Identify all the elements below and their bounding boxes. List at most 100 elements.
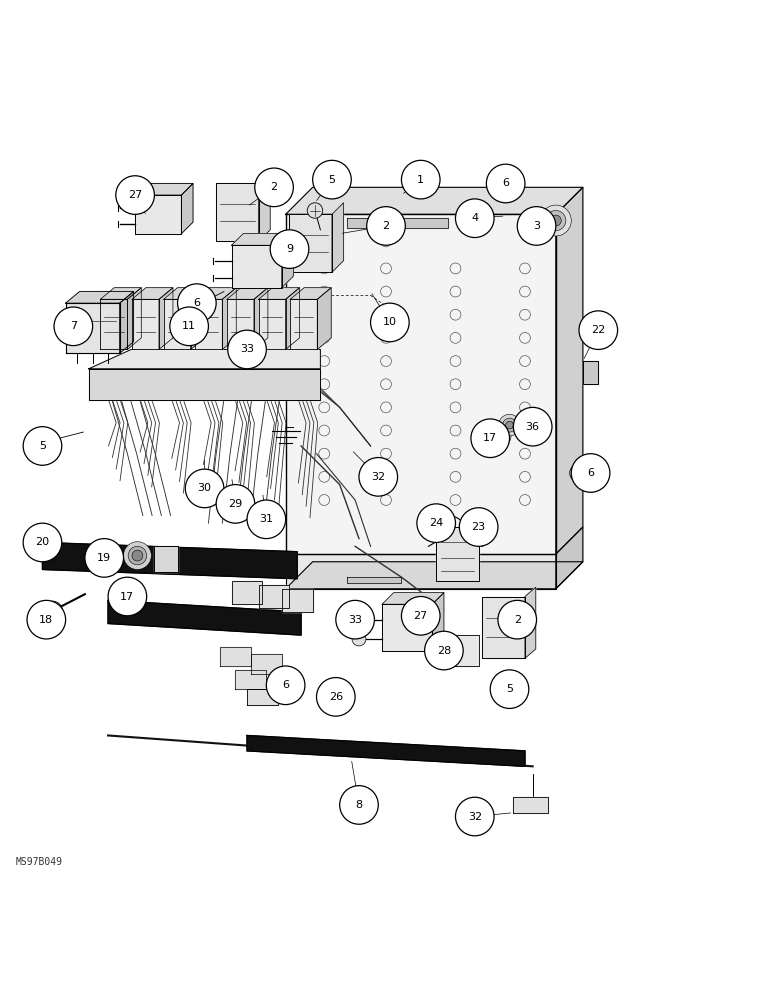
- Circle shape: [495, 681, 512, 698]
- Polygon shape: [195, 288, 236, 299]
- Circle shape: [367, 207, 405, 245]
- Text: 17: 17: [483, 433, 497, 443]
- Polygon shape: [232, 581, 262, 604]
- Polygon shape: [108, 600, 301, 635]
- Circle shape: [571, 454, 610, 492]
- Circle shape: [499, 414, 520, 436]
- Circle shape: [359, 458, 398, 496]
- Text: 36: 36: [526, 422, 540, 432]
- Polygon shape: [286, 187, 583, 214]
- Polygon shape: [42, 542, 297, 579]
- Circle shape: [490, 670, 529, 708]
- Circle shape: [42, 601, 63, 621]
- Polygon shape: [332, 203, 344, 272]
- Polygon shape: [247, 735, 525, 766]
- Polygon shape: [513, 797, 548, 813]
- Circle shape: [181, 298, 197, 313]
- Polygon shape: [100, 288, 141, 299]
- Polygon shape: [286, 554, 556, 589]
- Polygon shape: [432, 593, 444, 651]
- Polygon shape: [189, 315, 205, 333]
- Circle shape: [550, 215, 561, 226]
- Polygon shape: [100, 299, 127, 349]
- Polygon shape: [222, 288, 236, 349]
- Text: 28: 28: [437, 646, 451, 656]
- Circle shape: [27, 600, 66, 639]
- Circle shape: [513, 407, 552, 446]
- Polygon shape: [556, 187, 583, 554]
- Text: 32: 32: [468, 812, 482, 822]
- Text: 27: 27: [128, 190, 142, 200]
- Polygon shape: [525, 587, 536, 658]
- Polygon shape: [290, 288, 331, 299]
- Circle shape: [116, 176, 154, 214]
- Polygon shape: [382, 593, 444, 604]
- Polygon shape: [164, 299, 191, 349]
- Text: 5: 5: [328, 175, 336, 185]
- Circle shape: [266, 666, 305, 705]
- Text: 5: 5: [39, 441, 46, 451]
- Circle shape: [124, 542, 151, 569]
- Circle shape: [471, 419, 510, 458]
- Polygon shape: [220, 647, 251, 666]
- Circle shape: [336, 600, 374, 639]
- Polygon shape: [347, 218, 448, 228]
- Text: 6: 6: [193, 298, 201, 308]
- Polygon shape: [282, 234, 293, 288]
- Circle shape: [85, 539, 124, 577]
- Text: 4: 4: [471, 213, 479, 223]
- Text: 6: 6: [502, 178, 510, 188]
- Circle shape: [255, 168, 293, 207]
- Polygon shape: [259, 299, 286, 349]
- Polygon shape: [290, 214, 332, 272]
- Polygon shape: [120, 292, 134, 353]
- Circle shape: [185, 469, 224, 508]
- Polygon shape: [127, 288, 141, 349]
- Polygon shape: [259, 585, 290, 608]
- Polygon shape: [66, 303, 120, 353]
- Text: 17: 17: [120, 591, 134, 601]
- Polygon shape: [382, 604, 432, 651]
- Text: 27: 27: [414, 611, 428, 621]
- Polygon shape: [444, 635, 479, 666]
- Polygon shape: [227, 299, 254, 349]
- Circle shape: [540, 205, 571, 236]
- Circle shape: [317, 678, 355, 716]
- Circle shape: [108, 577, 147, 616]
- Circle shape: [340, 786, 378, 824]
- Text: 26: 26: [329, 692, 343, 702]
- Polygon shape: [181, 183, 193, 234]
- Circle shape: [170, 307, 208, 346]
- Circle shape: [352, 632, 366, 646]
- Circle shape: [132, 550, 143, 561]
- Polygon shape: [556, 527, 583, 589]
- Polygon shape: [135, 195, 181, 234]
- Text: 1: 1: [417, 175, 425, 185]
- Polygon shape: [191, 288, 205, 349]
- Polygon shape: [227, 288, 268, 299]
- Circle shape: [503, 418, 516, 432]
- Circle shape: [486, 164, 525, 203]
- Text: 8: 8: [355, 800, 363, 810]
- Circle shape: [401, 160, 440, 199]
- Text: 6: 6: [282, 680, 290, 690]
- Circle shape: [506, 421, 513, 429]
- Polygon shape: [216, 183, 259, 241]
- Text: 11: 11: [182, 321, 196, 331]
- Polygon shape: [159, 288, 173, 349]
- Circle shape: [216, 485, 255, 523]
- Text: 5: 5: [506, 684, 513, 694]
- Circle shape: [313, 160, 351, 199]
- Polygon shape: [317, 288, 331, 349]
- Polygon shape: [482, 596, 525, 658]
- Polygon shape: [232, 234, 293, 245]
- Polygon shape: [89, 349, 320, 369]
- Text: 2: 2: [513, 615, 521, 625]
- Circle shape: [489, 425, 511, 447]
- Circle shape: [546, 211, 566, 231]
- Circle shape: [455, 797, 494, 836]
- Polygon shape: [286, 214, 556, 554]
- Text: 23: 23: [472, 522, 486, 532]
- Text: 22: 22: [591, 325, 605, 335]
- Polygon shape: [154, 546, 178, 572]
